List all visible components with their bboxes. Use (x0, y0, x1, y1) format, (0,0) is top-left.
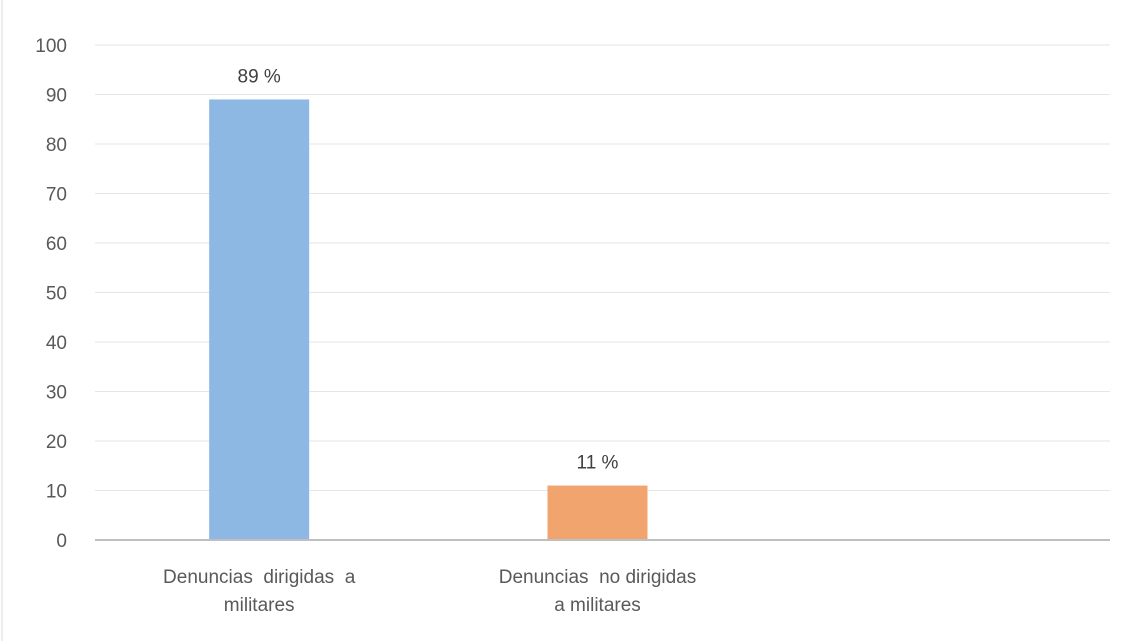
y-axis-ticks: 0 10 20 30 40 50 60 70 80 90 100 (35, 36, 67, 552)
y-tick-label: 30 (46, 383, 67, 404)
y-tick-label: 20 (46, 432, 67, 453)
y-tick-label: 80 (46, 135, 67, 156)
bar-1 (209, 99, 310, 540)
y-tick-label: 60 (46, 234, 67, 255)
category-label-1: Denuncias dirigidas a militares (163, 567, 356, 616)
y-tick-label: 70 (46, 185, 67, 206)
y-tick-label: 100 (35, 36, 67, 57)
bars (209, 99, 648, 540)
bar-2 (547, 485, 648, 540)
y-tick-label: 40 (46, 333, 67, 354)
data-labels: 89 % 11 % (238, 66, 619, 473)
data-label-2: 11 % (577, 453, 619, 474)
y-tick-label: 90 (46, 86, 67, 107)
y-tick-label: 50 (46, 284, 67, 305)
y-tick-label: 0 (56, 531, 67, 552)
category-label-2: Denuncias no dirigidas a militares (499, 567, 697, 616)
data-label-1: 89 % (238, 66, 281, 87)
y-tick-label: 10 (46, 482, 67, 503)
x-axis-categories: Denuncias dirigidas a militares Denuncias … (163, 567, 696, 616)
